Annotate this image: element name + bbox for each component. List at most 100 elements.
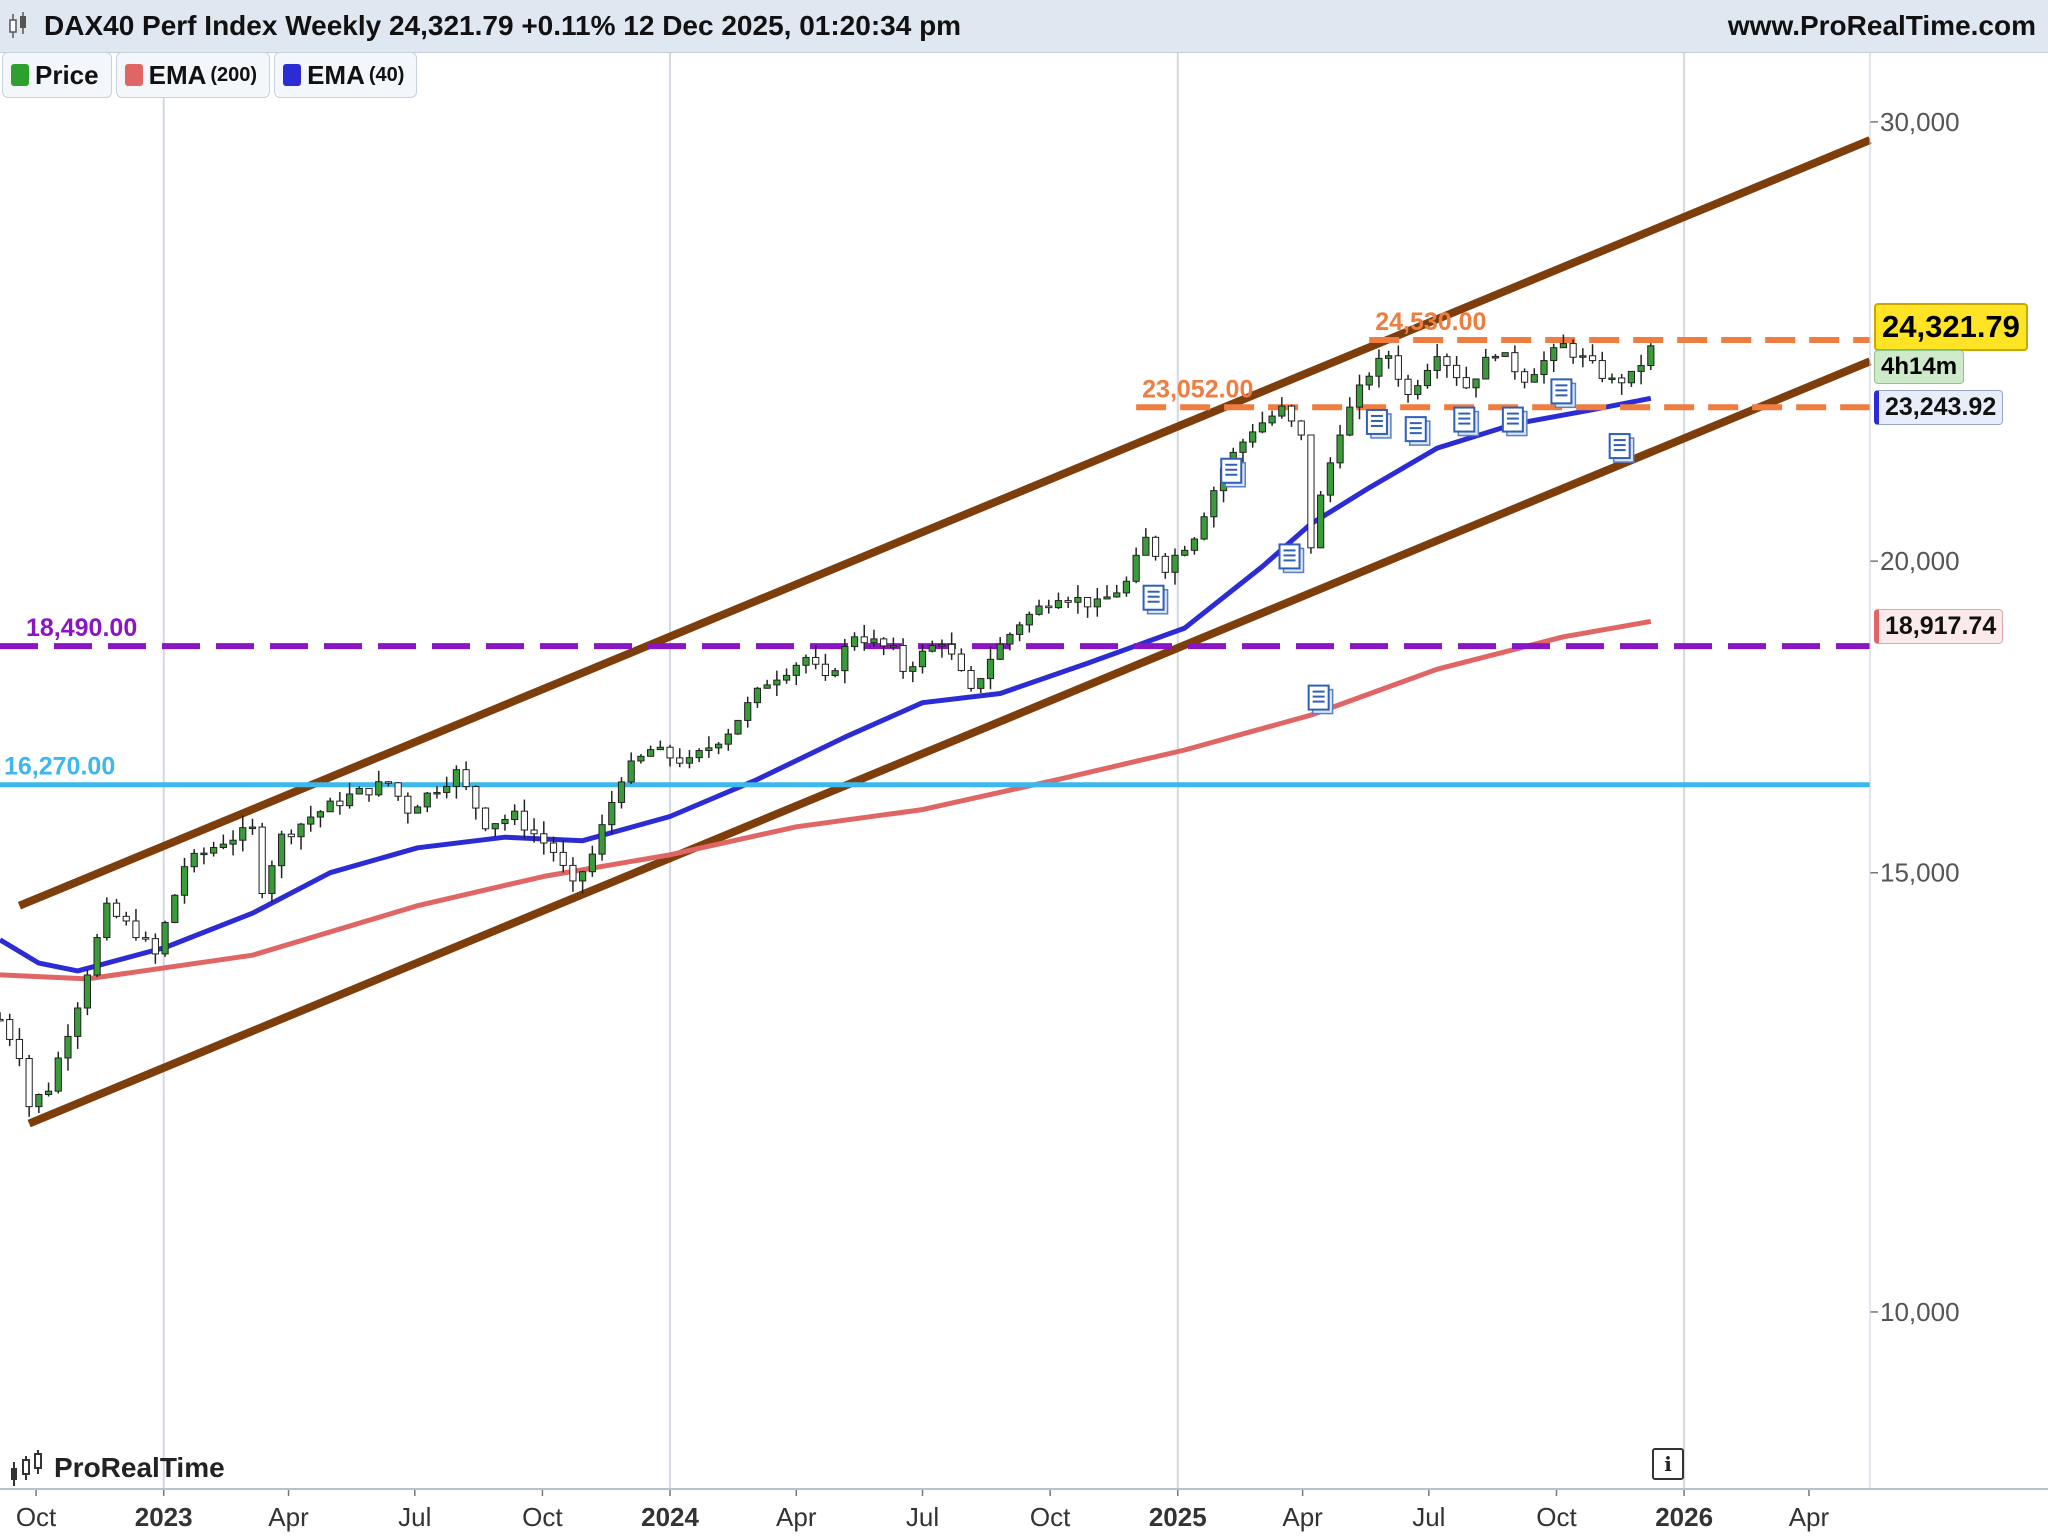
legend-ema40-label: EMA [307, 59, 365, 90]
candle-down [1064, 600, 1072, 603]
candle-down [666, 746, 674, 759]
candle-up [705, 747, 713, 752]
ema40-line [0, 395, 1652, 974]
legend-ema200[interactable]: EMA (200) [115, 52, 271, 98]
candle-up [608, 801, 616, 826]
candle-up [1035, 605, 1043, 615]
news-document-icon [1142, 584, 1169, 615]
candle-up [617, 781, 626, 803]
candle-down [15, 1038, 24, 1060]
candle-up [1093, 598, 1101, 608]
x-tick-label: Jul [906, 1502, 939, 1532]
candle-up [1647, 345, 1655, 367]
candle-up [734, 719, 742, 735]
candle-down [1404, 378, 1412, 396]
candle-down [1394, 355, 1402, 380]
candle-up [1637, 365, 1645, 372]
candle-down [559, 851, 567, 866]
x-tick-label: Oct [16, 1502, 57, 1532]
candle-up [219, 843, 227, 849]
candle-down [404, 795, 412, 814]
candle-up [1414, 385, 1422, 396]
legend-price[interactable]: Price [2, 52, 112, 98]
candle-down [1511, 352, 1519, 373]
x-tick-label: 2025 [1149, 1502, 1207, 1532]
candle-up [190, 852, 198, 868]
candle-down [1598, 360, 1606, 379]
candle-down [132, 920, 140, 939]
candle-up [180, 866, 189, 896]
candle-down [821, 663, 830, 677]
x-tick-label: Jul [398, 1502, 431, 1532]
candle-up [763, 684, 771, 689]
candle-up [1346, 406, 1354, 436]
plot-background [0, 52, 1870, 1488]
candle-up [938, 643, 946, 647]
candle-up [889, 644, 897, 648]
candle-up [850, 636, 859, 648]
candle-timer-tag: 4h14m [1874, 350, 1965, 384]
x-tick-label: Apr [1282, 1502, 1323, 1532]
level-label-3: 16,270.00 [4, 753, 115, 781]
candle-up [44, 1090, 53, 1096]
candle-up [229, 839, 237, 845]
candle-up [316, 811, 325, 818]
candle-up [278, 833, 286, 867]
candle-up [977, 678, 985, 689]
candle-down [258, 826, 266, 894]
candle-up [598, 824, 606, 855]
candle-up [239, 827, 247, 841]
ema-lines [0, 395, 1652, 982]
site-url[interactable]: www.ProRealTime.com [1727, 10, 2036, 41]
legend-ema40[interactable]: EMA (40) [274, 52, 418, 98]
candle-up [74, 1007, 82, 1037]
news-document-icon [1278, 543, 1305, 574]
candle-up [773, 679, 781, 686]
ema40-value-tag: 23,243.92 [1874, 390, 2004, 425]
candle-up [714, 743, 723, 749]
footer-brand: ProRealTime [54, 1452, 225, 1483]
candle-up [647, 749, 655, 757]
ema200-line [0, 618, 1652, 982]
chart-title: DAX40 Perf Index Weekly 24,321.79 +0.11%… [44, 10, 962, 41]
candle-down [0, 1018, 4, 1022]
y-tick-label: 15,000 [1880, 858, 1960, 888]
x-tick-label: Apr [1789, 1502, 1830, 1532]
candle-down [1297, 420, 1305, 436]
candle-up [161, 922, 169, 955]
candle-up [1278, 405, 1286, 417]
candle-down [481, 807, 490, 830]
candle-up [1433, 356, 1441, 371]
x-axis: Oct 2023 Apr Jul Oct 2024 Apr Jul Oct 2025 Apr Jul O… [16, 1488, 1830, 1532]
candle-up [1530, 374, 1538, 383]
news-document-icon [1404, 416, 1431, 446]
candle-down [1307, 434, 1315, 549]
gridlines [162, 52, 1686, 1488]
candle-down [967, 670, 975, 689]
candle-up [345, 793, 354, 807]
x-tick-label: Apr [268, 1502, 309, 1532]
prorealtime-logo: ProRealTime [8, 1448, 225, 1488]
candle-down [1161, 555, 1169, 573]
candle-down [25, 1058, 33, 1108]
level-label-0: 24,530.00 [1375, 308, 1486, 336]
candle-up [1608, 377, 1616, 380]
candle-up [656, 746, 664, 751]
level-label-2: 18,490.00 [26, 614, 137, 642]
candle-up [83, 974, 92, 1009]
candle-up [491, 823, 499, 830]
candle-up [64, 1035, 72, 1059]
ema200-value-tag: 18,917.74 [1874, 609, 2004, 644]
candle-up [103, 902, 111, 939]
candle-up [326, 800, 334, 813]
candle-up [1482, 356, 1490, 380]
candle-up [1258, 422, 1266, 433]
candle-down [287, 833, 295, 838]
candle-up [1006, 633, 1014, 645]
candle-up [1171, 554, 1179, 573]
news-markers [1142, 378, 1635, 715]
news-document-icon [1365, 408, 1392, 439]
candle-up [1249, 431, 1257, 443]
info-icon[interactable]: i [1652, 1448, 1684, 1480]
